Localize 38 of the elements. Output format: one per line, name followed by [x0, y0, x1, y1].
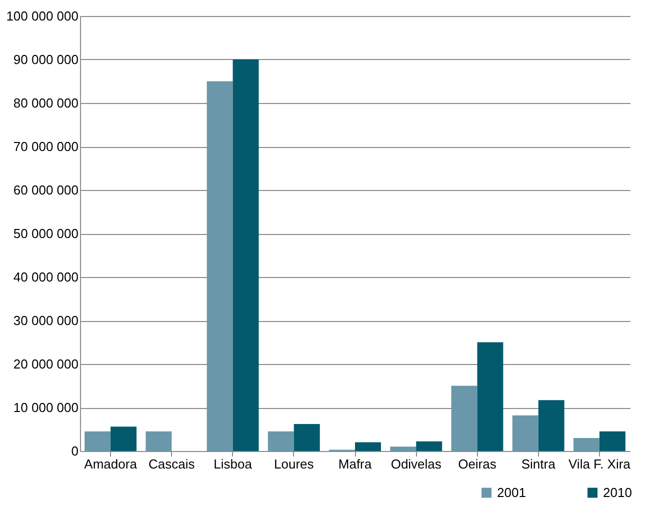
bar: [355, 442, 381, 451]
bar: [573, 438, 600, 451]
bar: [268, 431, 294, 451]
y-tick-label: 70 000 000: [13, 139, 78, 154]
bar: [538, 400, 564, 451]
y-tick-label: 60 000 000: [13, 182, 78, 198]
bar: [84, 431, 111, 451]
x-tick-label: Cascais: [148, 456, 196, 472]
bar: [599, 431, 626, 451]
y-tick-label: 100 000 000: [6, 8, 78, 24]
x-tick-label: Sintra: [521, 456, 556, 472]
bar: [451, 386, 478, 451]
x-tick-label: Vila F. Xira: [568, 456, 632, 472]
x-tick-label: Amadora: [84, 456, 138, 472]
y-tick-label: 10 000 000: [13, 400, 78, 415]
y-tick-label: 90 000 000: [13, 52, 78, 67]
bar: [206, 81, 233, 451]
bar: [110, 426, 137, 451]
x-tick-label: Odivelas: [390, 456, 442, 472]
x-tick-label: Oeiras: [458, 456, 497, 472]
bar: [512, 415, 538, 451]
x-tick-label: Loures: [274, 456, 314, 472]
bar: [390, 446, 416, 451]
bar: [146, 431, 172, 451]
legend-label: 2001: [497, 484, 526, 500]
bar: [416, 441, 442, 451]
bar: [232, 60, 259, 451]
y-tick-label: 20 000 000: [13, 356, 78, 372]
y-tick-label: 50 000 000: [13, 226, 78, 241]
y-tick-label: 40 000 000: [13, 270, 78, 284]
bar: [477, 342, 504, 451]
bar: [294, 424, 320, 451]
x-tick-label: Lisboa: [214, 456, 253, 472]
y-tick-label: 80 000 000: [13, 96, 78, 110]
y-tick-label: 0: [71, 444, 78, 458]
x-tick-label: Mafra: [338, 456, 372, 472]
legend-label: 2010: [603, 484, 632, 500]
y-tick-label: 30 000 000: [13, 313, 78, 328]
